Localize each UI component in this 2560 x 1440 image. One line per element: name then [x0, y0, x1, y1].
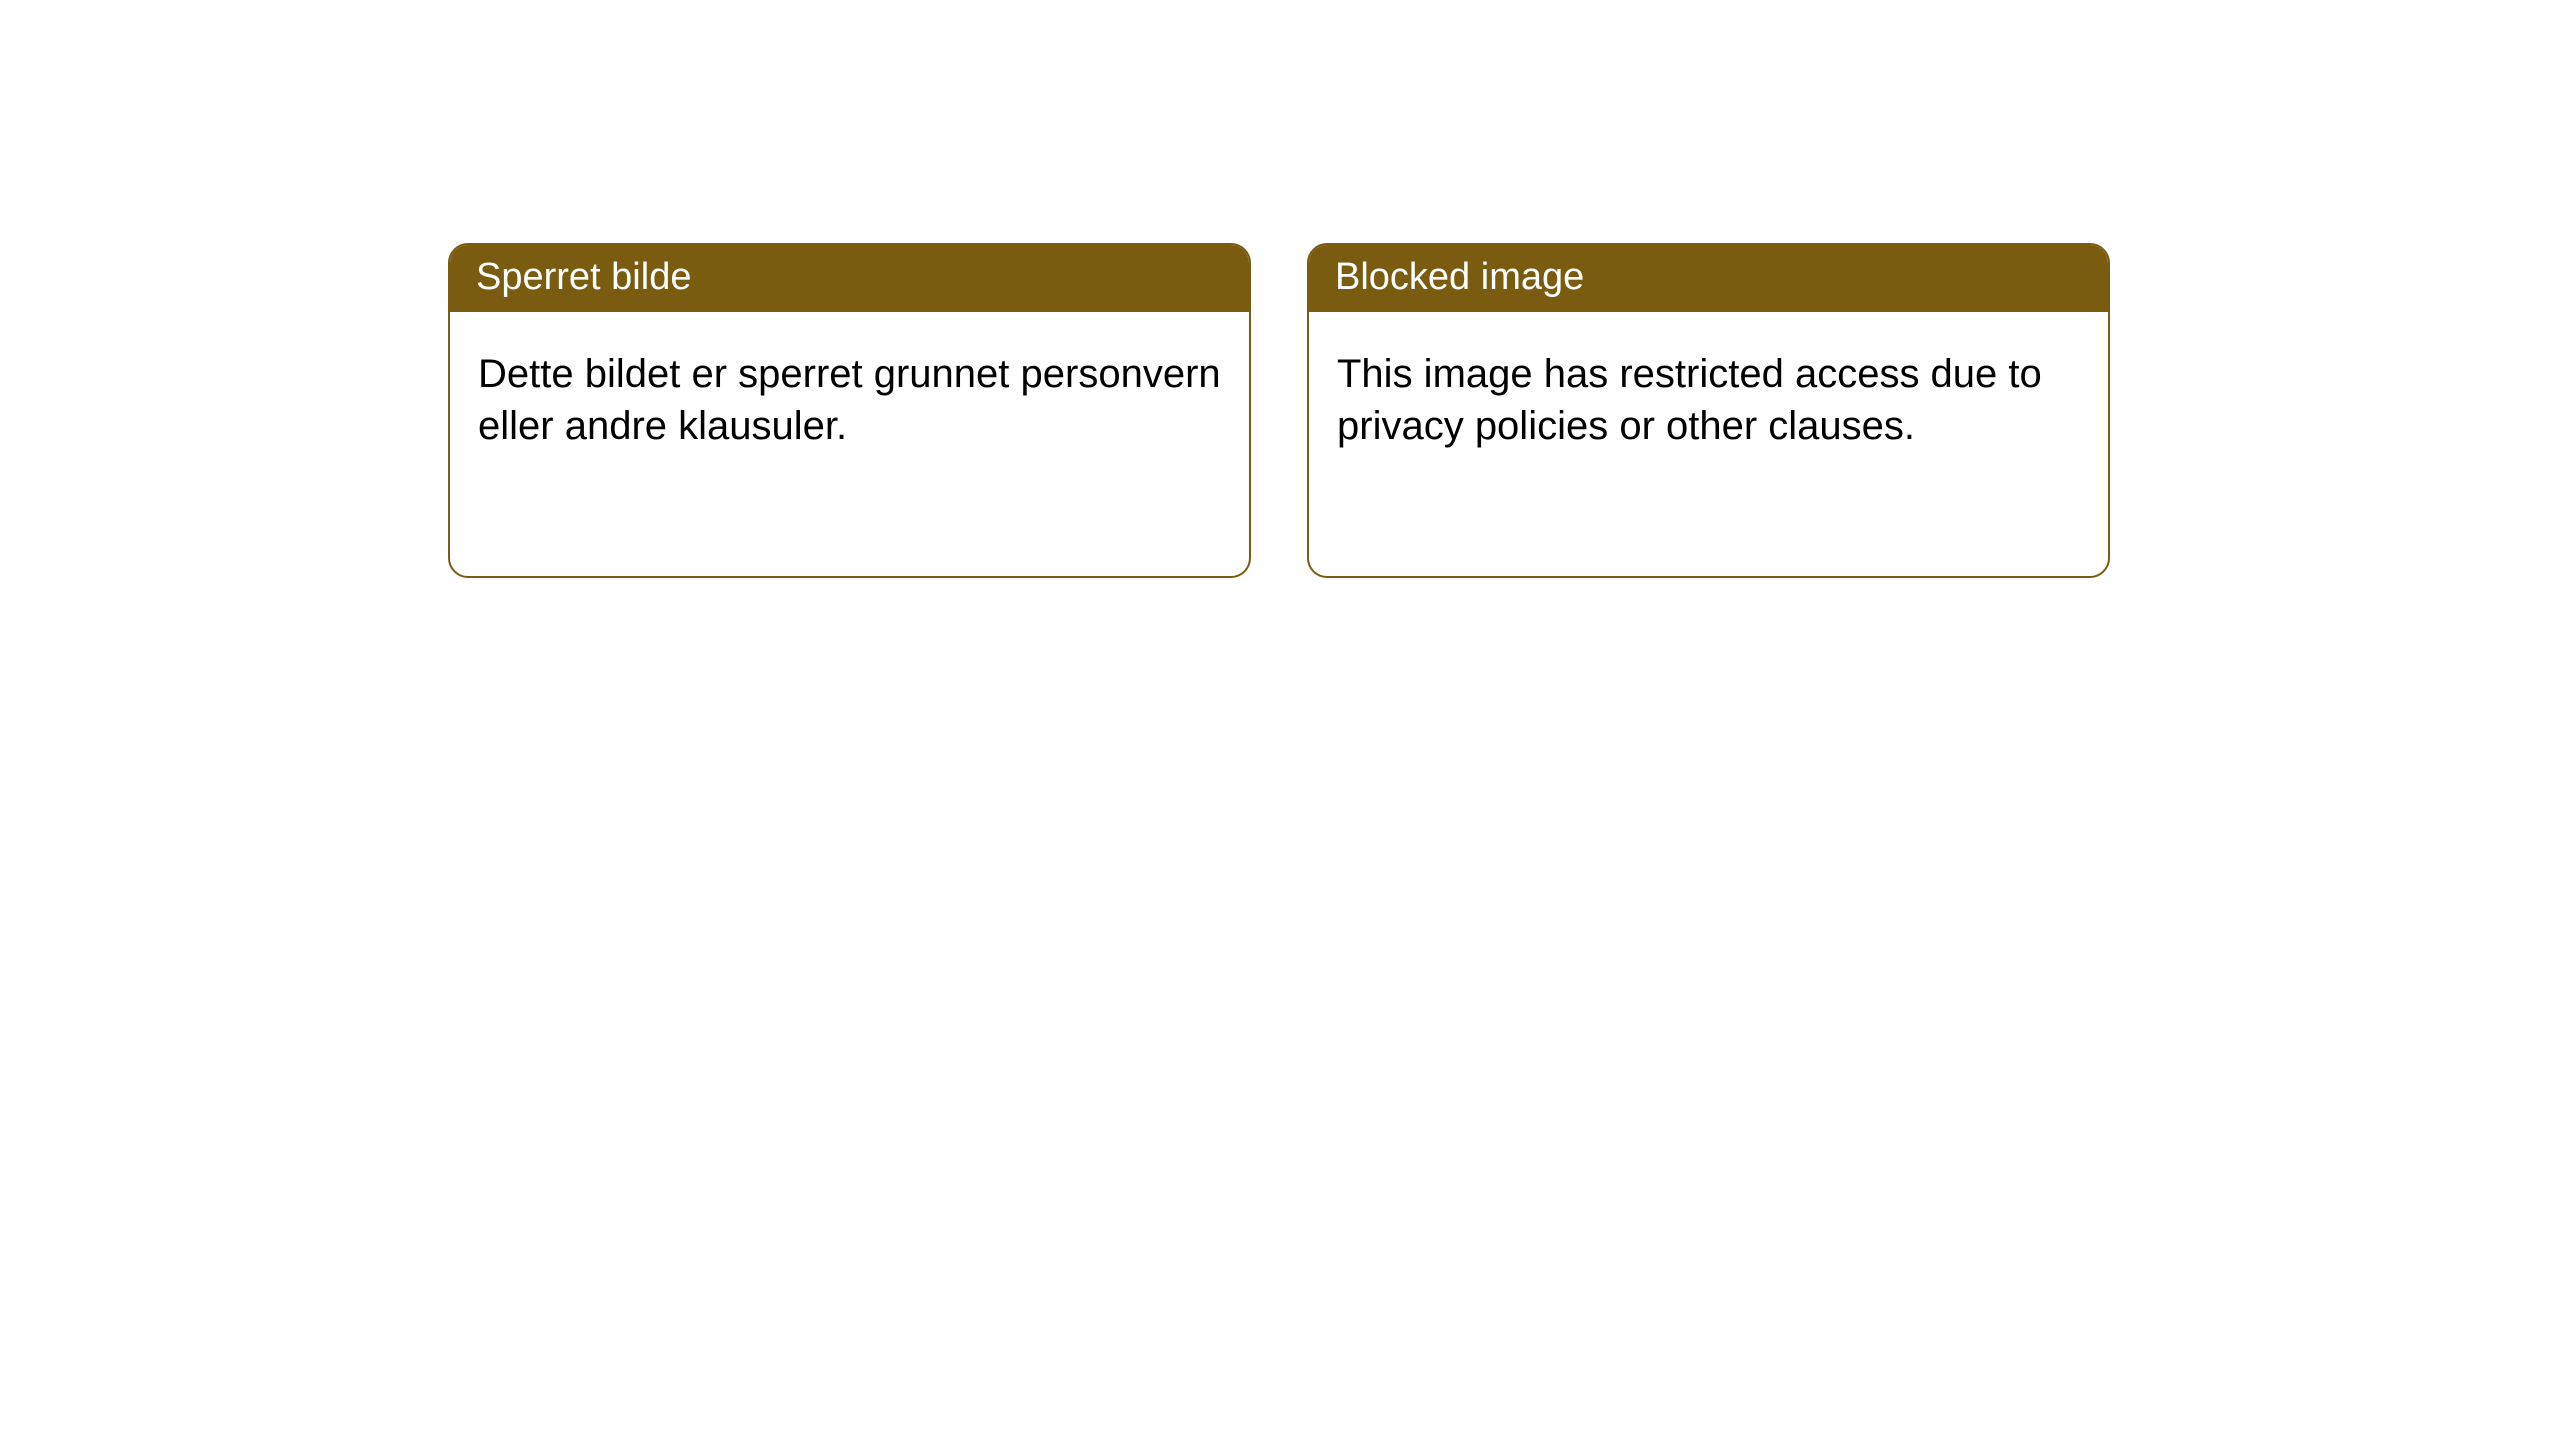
notice-body: Dette bildet er sperret grunnet personve…	[450, 312, 1249, 488]
notice-card-english: Blocked image This image has restricted …	[1307, 243, 2110, 578]
notice-title: Blocked image	[1309, 245, 2108, 312]
notice-title: Sperret bilde	[450, 245, 1249, 312]
notice-card-norwegian: Sperret bilde Dette bildet er sperret gr…	[448, 243, 1251, 578]
notice-body: This image has restricted access due to …	[1309, 312, 2108, 488]
notice-container: Sperret bilde Dette bildet er sperret gr…	[0, 0, 2560, 578]
